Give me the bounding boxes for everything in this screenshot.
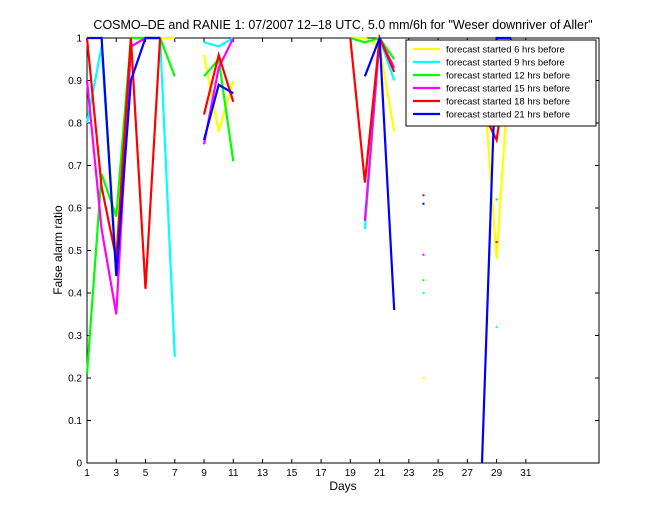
x-axis-label: Days [329,479,356,493]
legend: forecast started 6 hrs before forecast st… [405,39,597,127]
legend-label: forecast started 18 hrs before [446,97,570,108]
legend-label: forecast started 9 hrs before [446,58,565,69]
series-layer [85,33,513,464]
y-tick-label: 0.2 [68,374,82,385]
x-tick-label: 19 [345,468,357,479]
x-tick-label: 27 [462,468,474,479]
data-point [422,292,425,294]
series-line [202,50,235,115]
data-point [495,241,498,243]
y-tick-label: 0.8 [68,119,82,130]
y-tick-label: 0.3 [68,331,82,342]
series-line [202,54,235,132]
y-tick-label: 0.1 [68,416,82,427]
series-line [480,36,512,464]
x-tick-label: 17 [315,468,327,479]
series-line [349,36,396,60]
y-tick-label: 0.4 [68,289,82,300]
y-tick-label: 1 [76,34,82,45]
data-point [422,377,425,379]
data-point [422,253,425,256]
x-tick-label: 23 [403,468,415,479]
x-tick-label: 5 [143,468,149,479]
x-tick-label: 1 [84,468,90,479]
x-tick-label: 9 [201,468,207,479]
series-line [350,36,396,132]
y-tick-label: 0.6 [68,204,82,215]
legend-box [405,39,597,127]
x-tick-label: 13 [257,468,269,479]
y-axis-label: False alarm ratio [51,205,65,295]
x-tick-label: 25 [433,468,445,479]
series-line [202,83,234,141]
data-point [422,194,425,197]
x-tick-label: 21 [374,468,386,479]
legend-label: forecast started 12 hrs before [446,71,570,82]
chart-title: COSMO–DE and RANIE 1: 07/2007 12–18 UTC,… [93,18,592,32]
x-tick-label: 3 [113,468,119,479]
x-tick-label: 15 [286,468,298,479]
series-line [203,37,234,48]
y-tick-label: 0.9 [68,76,82,87]
x-tick-label: 29 [491,468,503,479]
y-tick-label: 0 [76,459,82,470]
legend-label: forecast started 21 hrs before [446,110,570,121]
series-line [85,37,162,289]
series-line [363,37,396,311]
x-tick-label: 11 [228,468,239,479]
y-tick-label: 0.5 [68,246,82,257]
data-point [422,202,425,205]
x-tick-label: 31 [520,468,532,479]
series-5 [85,33,513,289]
x-tick-label: 7 [172,468,178,479]
series-line [87,36,161,277]
data-point [495,326,498,328]
series-6 [87,36,512,464]
y-tick-label: 0.7 [68,161,82,172]
series-line [349,33,396,183]
data-point [422,279,425,282]
legend-label: forecast started 15 hrs before [446,84,570,95]
y-axis: 0 0.1 0.2 0.3 0.4 0.5 0.6 0.7 0.8 0.9 1 [68,34,599,470]
legend-label: forecast started 6 hrs before [446,45,565,56]
data-point [495,198,498,201]
